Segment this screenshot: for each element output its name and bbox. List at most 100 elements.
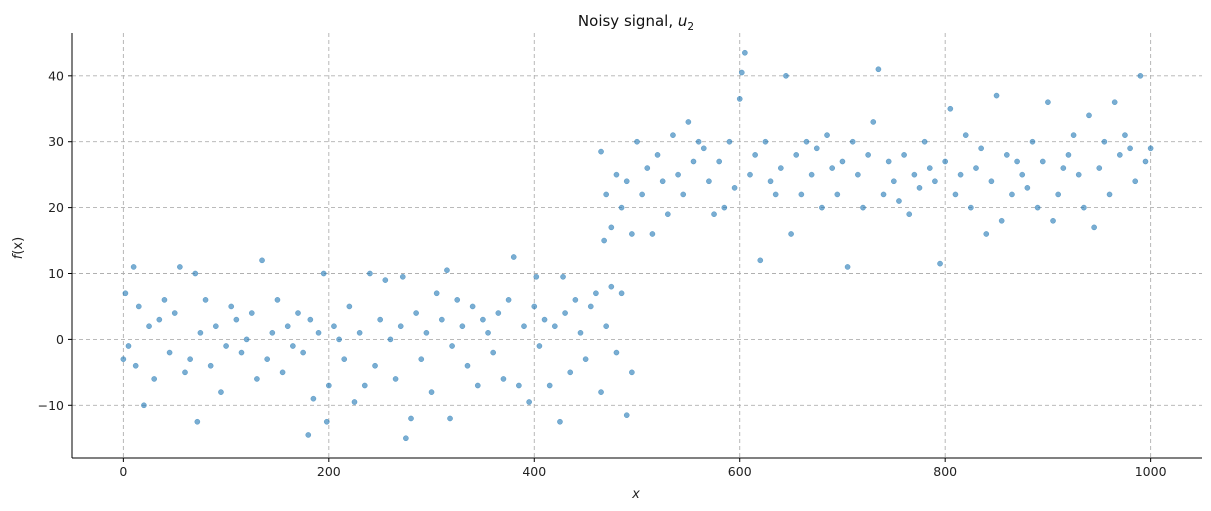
data-point (351, 399, 358, 405)
data-point (839, 158, 846, 165)
data-point (598, 389, 604, 395)
data-point (300, 349, 306, 356)
data-point (834, 191, 841, 198)
data-point (521, 323, 527, 330)
data-point (1122, 132, 1128, 138)
data-point (860, 204, 866, 211)
data-point (560, 273, 566, 280)
data-point (1096, 165, 1103, 171)
data-point (433, 290, 440, 297)
data-point (824, 132, 830, 138)
data-point (295, 310, 301, 316)
data-point (1137, 73, 1144, 79)
data-point (552, 323, 558, 330)
data-point (783, 73, 789, 79)
data-point (243, 336, 250, 343)
data-point (613, 349, 620, 356)
data-point (367, 270, 373, 277)
data-point (921, 138, 928, 145)
data-point (962, 132, 969, 138)
data-point (546, 382, 553, 389)
data-point (125, 343, 132, 349)
data-point (803, 138, 810, 145)
data-point (356, 330, 363, 336)
data-point (151, 376, 157, 382)
data-point (819, 204, 825, 211)
chart-title: Noisy signal, u2 (578, 12, 694, 33)
x-tick-label: 0 (119, 464, 127, 479)
data-point (891, 178, 897, 185)
data-point (875, 66, 882, 73)
data-point (932, 178, 938, 185)
data-point (865, 152, 871, 158)
data-point (762, 138, 769, 145)
data-point (449, 343, 455, 349)
y-tick-label: 10 (48, 266, 64, 281)
data-point (952, 191, 959, 198)
data-point (1086, 112, 1092, 119)
data-point (772, 191, 779, 198)
data-point (752, 152, 758, 158)
data-point (896, 198, 902, 204)
data-point (598, 148, 604, 155)
data-point (1106, 191, 1113, 198)
data-point (166, 349, 173, 356)
data-point (608, 283, 615, 290)
data-point (290, 343, 296, 349)
data-point (798, 191, 805, 198)
data-point (880, 191, 887, 198)
data-point (248, 310, 255, 316)
data-point (901, 152, 907, 158)
data-point (423, 330, 430, 336)
data-point (536, 343, 543, 349)
data-point (813, 145, 820, 152)
data-point (629, 231, 635, 237)
data-point (870, 119, 877, 125)
data-point (361, 382, 368, 389)
data-point (926, 165, 933, 171)
x-tick-label: 200 (317, 464, 341, 479)
data-point (259, 257, 265, 264)
data-point (849, 138, 856, 145)
data-point (601, 237, 607, 244)
data-point (213, 323, 219, 330)
data-point (279, 369, 286, 376)
data-point (844, 264, 851, 270)
data-point (413, 310, 419, 316)
data-point (778, 165, 784, 171)
data-point (197, 330, 204, 336)
data-point (480, 316, 486, 323)
y-tick-label: −10 (38, 398, 64, 413)
data-point (695, 138, 702, 145)
data-point (1075, 171, 1082, 178)
data-point (177, 264, 183, 270)
y-axis-label: f(x) (11, 237, 26, 259)
data-point (1034, 204, 1041, 211)
data-point (315, 330, 322, 336)
data-point (1060, 165, 1067, 171)
data-point (911, 171, 918, 178)
data-point (310, 395, 317, 402)
data-point (372, 362, 378, 369)
data-point (988, 178, 995, 185)
data-point (336, 336, 342, 343)
data-point (135, 303, 142, 310)
data-point (485, 330, 491, 336)
data-point (459, 323, 466, 330)
data-point (1009, 191, 1015, 198)
data-point (700, 145, 707, 152)
data-point (1091, 224, 1097, 231)
data-point (533, 273, 540, 280)
data-point (444, 267, 450, 274)
data-point (829, 165, 835, 171)
data-point (978, 145, 984, 152)
data-point (629, 369, 635, 376)
data-point (603, 323, 609, 330)
data-point (747, 171, 753, 178)
data-point (937, 260, 943, 267)
data-point (1045, 99, 1051, 105)
data-point (659, 178, 666, 185)
data-point (916, 185, 923, 191)
data-point (146, 323, 152, 330)
